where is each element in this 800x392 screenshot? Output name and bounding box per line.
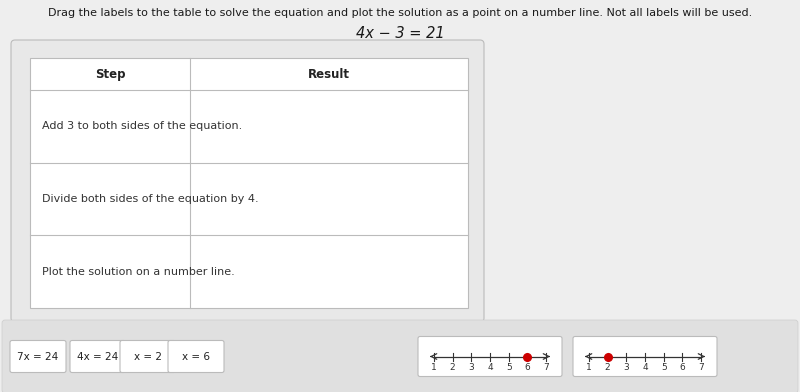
Text: 6: 6 (679, 363, 686, 372)
Text: Plot the solution on a number line.: Plot the solution on a number line. (42, 267, 234, 277)
Text: 6: 6 (525, 363, 530, 372)
Text: x = 6: x = 6 (182, 352, 210, 361)
Text: 7: 7 (543, 363, 549, 372)
Text: 3: 3 (469, 363, 474, 372)
Text: 5: 5 (506, 363, 511, 372)
Text: 4: 4 (487, 363, 493, 372)
Text: 7x = 24: 7x = 24 (18, 352, 58, 361)
Text: 2: 2 (450, 363, 455, 372)
FancyBboxPatch shape (70, 341, 126, 372)
FancyBboxPatch shape (11, 40, 484, 322)
Text: 4x = 24: 4x = 24 (78, 352, 118, 361)
Text: Add 3 to both sides of the equation.: Add 3 to both sides of the equation. (42, 122, 242, 131)
Text: 7: 7 (698, 363, 704, 372)
Text: Result: Result (308, 67, 350, 80)
Text: 4: 4 (642, 363, 648, 372)
FancyBboxPatch shape (573, 336, 717, 376)
Text: 4x − 3 = 21: 4x − 3 = 21 (356, 26, 444, 41)
FancyBboxPatch shape (10, 341, 66, 372)
Text: x = 2: x = 2 (134, 352, 162, 361)
Text: 1: 1 (431, 363, 437, 372)
Text: Drag the labels to the table to solve the equation and plot the solution as a po: Drag the labels to the table to solve th… (48, 8, 752, 18)
FancyBboxPatch shape (120, 341, 176, 372)
Text: Step: Step (94, 67, 126, 80)
FancyBboxPatch shape (2, 320, 798, 392)
Text: 5: 5 (661, 363, 666, 372)
Text: 3: 3 (623, 363, 630, 372)
FancyBboxPatch shape (168, 341, 224, 372)
FancyBboxPatch shape (418, 336, 562, 376)
Text: 2: 2 (605, 363, 610, 372)
Text: Divide both sides of the equation by 4.: Divide both sides of the equation by 4. (42, 194, 258, 204)
Text: 1: 1 (586, 363, 592, 372)
FancyBboxPatch shape (30, 58, 468, 308)
